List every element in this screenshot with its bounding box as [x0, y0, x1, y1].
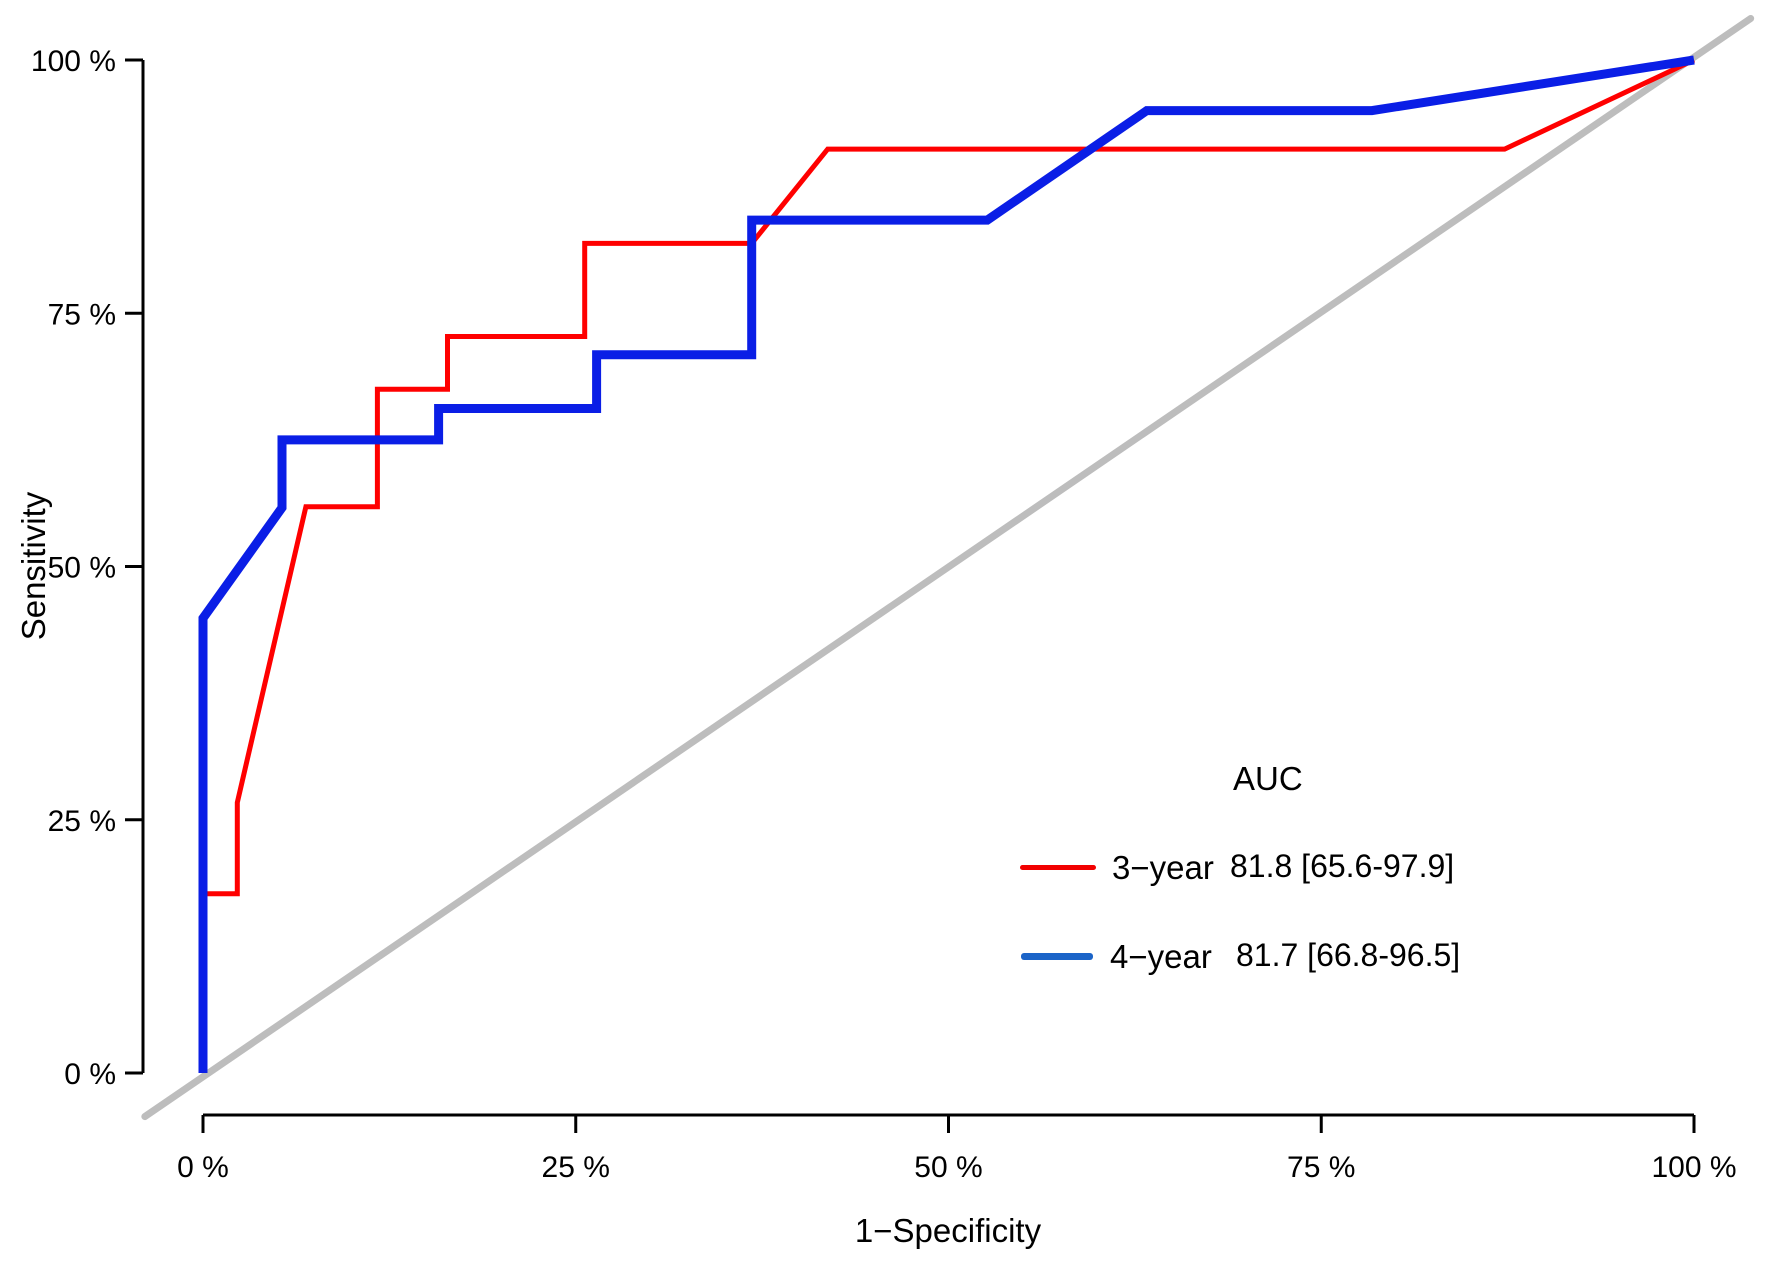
legend-auc-4-year: 81.7 [66.8-96.5] [1236, 937, 1461, 973]
y-tick-label: 25 % [48, 805, 116, 838]
x-tick-label: 50 % [914, 1151, 982, 1184]
legend-line-3-year-icon [1020, 865, 1096, 870]
legend-title: AUC [1233, 760, 1303, 797]
legend-label-3-year: 3−year [1112, 849, 1214, 886]
legend-label-4-year: 4−year [1110, 938, 1212, 975]
legend-line-4-year-icon [1021, 953, 1093, 960]
roc-curve-3-year [200, 57, 1696, 1073]
x-tick-label: 25 % [542, 1151, 610, 1184]
x-tick-label: 100 % [1651, 1151, 1736, 1184]
x-tick-label: 0 % [177, 1151, 229, 1184]
roc-curve-4-year [198, 55, 1695, 1073]
y-tick-label: 50 % [48, 552, 116, 585]
y-tick-label: 100 % [31, 45, 116, 78]
chance-diagonal [141, 14, 1755, 1121]
legend-auc-3-year: 81.8 [65.6-97.9] [1230, 848, 1455, 884]
x-tick-label: 75 % [1287, 1151, 1355, 1184]
y-tick-label: 75 % [48, 298, 116, 331]
y-axis-title: Sensitivity [15, 491, 52, 641]
x-axis-title: 1−Specificity [854, 1212, 1042, 1249]
y-tick-label: 0 % [64, 1058, 116, 1091]
